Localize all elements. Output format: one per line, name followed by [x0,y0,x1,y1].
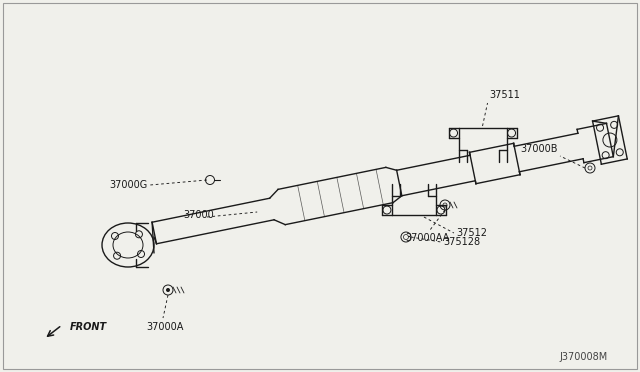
Text: 37000B: 37000B [520,144,558,154]
Text: J370008M: J370008M [560,352,608,362]
Text: 37512: 37512 [456,228,487,238]
Circle shape [166,288,170,292]
Text: 37000: 37000 [183,210,214,220]
Text: 375128: 375128 [443,237,480,247]
Text: 37000A: 37000A [147,322,184,332]
Text: 37000G: 37000G [109,180,148,190]
Text: FRONT: FRONT [70,322,107,332]
Text: 37000AA: 37000AA [405,233,449,243]
Text: 37511: 37511 [490,90,520,100]
